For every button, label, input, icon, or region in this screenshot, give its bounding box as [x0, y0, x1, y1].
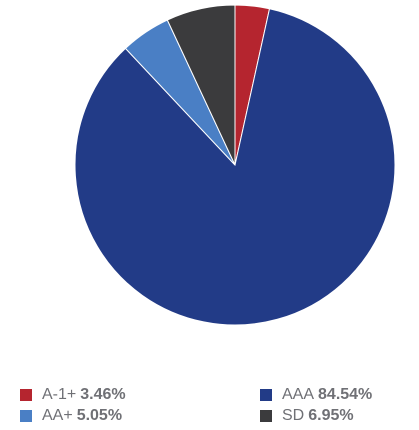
legend-item-aaplus: AA+ 5.05%	[20, 407, 260, 425]
legend-label-a1plus: A-1+	[42, 386, 77, 403]
legend-label-aaa: AAA	[282, 386, 315, 403]
legend-value-aaplus: 5.05%	[76, 407, 123, 424]
legend-value-aaa: 84.54%	[318, 386, 373, 403]
legend-item-aaa: AAA 84.54%	[260, 386, 410, 404]
pie-chart	[74, 4, 396, 326]
chart-legend: A-1+ 3.46% AAA 84.54% AA+ 5.05% SD 6.95%	[20, 386, 410, 425]
legend-label-sd: SD	[282, 407, 305, 424]
legend-item-sd: SD 6.95%	[260, 407, 410, 425]
legend-swatch-sd	[260, 410, 272, 422]
pie-slice-sd	[166, 4, 236, 166]
legend-label-aaplus: AA+	[42, 407, 73, 424]
legend-value-a1plus: 3.46%	[80, 386, 126, 403]
legend-swatch-aaa	[260, 389, 272, 401]
legend-value-sd: 6.95%	[308, 407, 354, 424]
legend-swatch-a1plus	[20, 389, 32, 401]
legend-swatch-aaplus	[20, 410, 32, 422]
legend-item-a1plus: A-1+ 3.46%	[20, 386, 260, 404]
pie-slice-aaa	[74, 8, 396, 326]
